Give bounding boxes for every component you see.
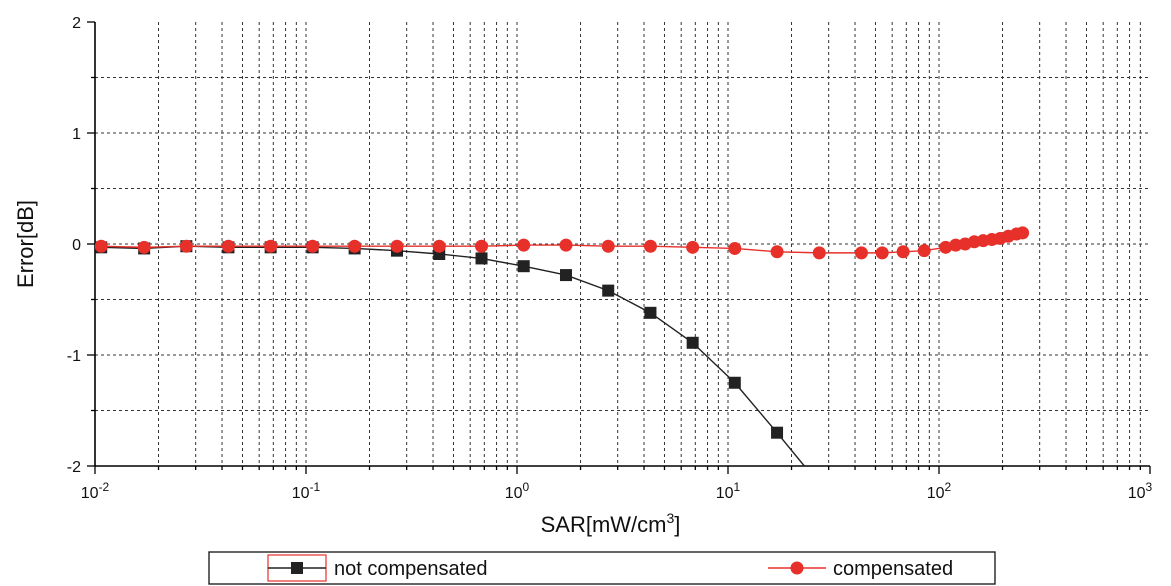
data-point <box>643 239 657 253</box>
y-tick-label: 0 <box>72 237 81 254</box>
data-point <box>770 245 784 259</box>
data-point <box>602 284 615 297</box>
data-point <box>728 376 741 389</box>
data-point <box>896 245 910 259</box>
legend-label-not-compensated: not compensated <box>334 558 487 580</box>
data-point <box>475 252 488 265</box>
data-point <box>221 239 235 253</box>
y-tick-label: 2 <box>72 15 81 32</box>
x-tick-label: 10-2 <box>81 480 110 502</box>
x-tick-label: 101 <box>716 480 741 502</box>
y-tick-label: -1 <box>67 348 81 365</box>
series-line <box>101 245 805 466</box>
data-point <box>433 247 446 260</box>
data-point <box>306 239 320 253</box>
data-point <box>475 239 489 253</box>
series-not-compensated <box>95 240 805 466</box>
legend-label-compensated: compensated <box>833 558 953 580</box>
x-tick-label: 10-1 <box>292 480 321 502</box>
x-tick-label: 103 <box>1128 480 1153 502</box>
data-point <box>517 260 530 273</box>
data-point <box>390 239 404 253</box>
data-point <box>728 241 742 255</box>
data-point <box>348 239 362 253</box>
legend-marker-compensated <box>790 561 804 575</box>
series-compensated <box>95 226 1030 260</box>
data-point <box>560 269 573 282</box>
y-tick-label: 1 <box>72 126 81 143</box>
legend-marker-not-compensated <box>291 562 303 574</box>
y-tick-label: -2 <box>67 459 81 476</box>
y-axis-label: Error[dB] <box>13 200 38 288</box>
data-point <box>812 246 826 260</box>
data-point <box>264 239 278 253</box>
data-point <box>1016 226 1030 240</box>
data-point <box>179 239 193 253</box>
data-point <box>95 239 108 253</box>
y-ticks <box>87 21 95 467</box>
data-point <box>686 240 700 254</box>
data-point <box>939 240 953 254</box>
legend-box <box>208 551 996 585</box>
x-tick-label: 102 <box>927 480 952 502</box>
data-point <box>517 238 531 252</box>
data-point <box>917 244 931 258</box>
legend: not compensated compensated <box>208 551 996 585</box>
data-point <box>854 246 868 260</box>
data-point <box>949 238 963 252</box>
data-point <box>601 239 615 253</box>
data-point <box>137 240 151 254</box>
data-point <box>771 426 784 439</box>
x-ticks <box>94 466 1151 474</box>
data-point <box>644 306 657 319</box>
x-axis-label: SAR[mW/cm3] <box>541 510 681 537</box>
data-point <box>875 246 889 260</box>
data-point <box>686 336 699 349</box>
data-point <box>432 239 446 253</box>
data-point <box>559 238 573 252</box>
x-tick-label: 100 <box>505 480 530 502</box>
